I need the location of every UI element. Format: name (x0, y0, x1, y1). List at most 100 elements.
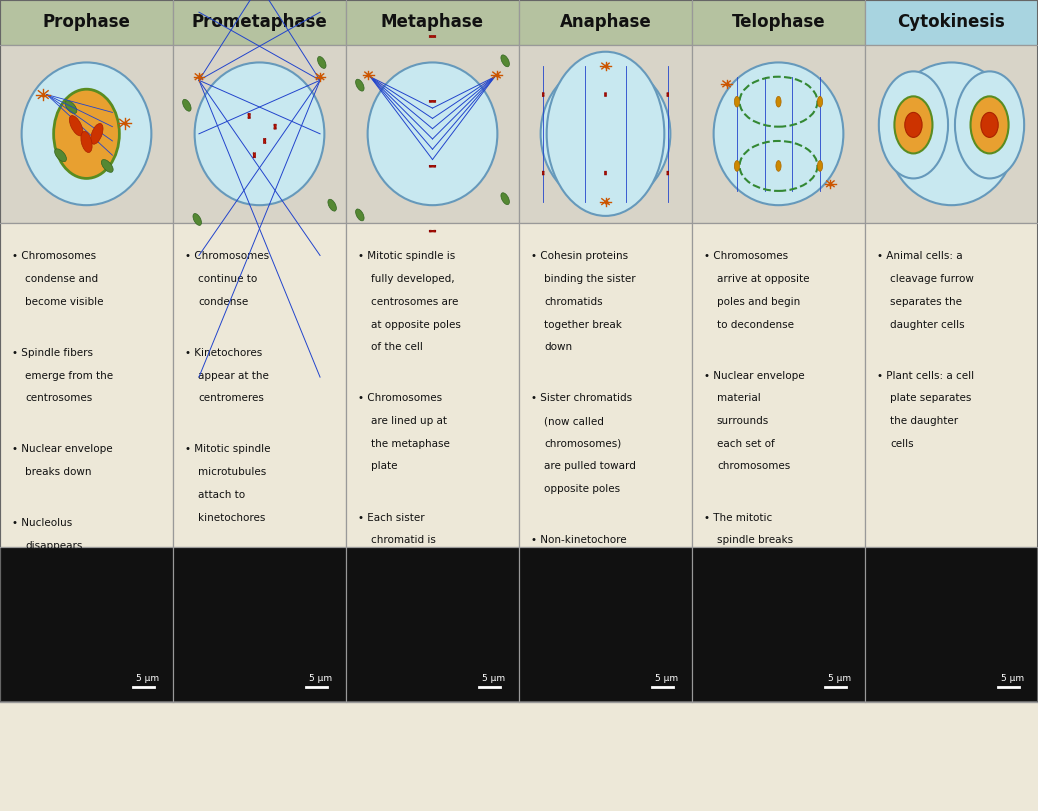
Ellipse shape (886, 62, 1016, 205)
Ellipse shape (604, 171, 606, 175)
Text: poles and begin: poles and begin (717, 297, 800, 307)
Ellipse shape (501, 55, 510, 67)
Ellipse shape (274, 124, 276, 129)
Text: opposite poles: opposite poles (544, 484, 620, 494)
Ellipse shape (604, 92, 606, 97)
Text: chromosomes: chromosomes (717, 461, 790, 471)
Bar (0, 223, 173, 547)
Ellipse shape (70, 115, 83, 136)
Text: • Plant cells: a cell: • Plant cells: a cell (877, 371, 975, 380)
Text: 5 μm: 5 μm (482, 674, 506, 683)
Text: separates the: separates the (890, 297, 962, 307)
Ellipse shape (54, 89, 119, 178)
Text: microtubules: microtubules (198, 467, 266, 477)
Ellipse shape (714, 62, 843, 205)
Text: plate separates: plate separates (890, 393, 972, 403)
Ellipse shape (666, 92, 668, 97)
Text: surrounds: surrounds (717, 416, 769, 426)
Ellipse shape (735, 161, 739, 171)
Ellipse shape (264, 139, 266, 144)
Ellipse shape (666, 171, 668, 175)
Ellipse shape (248, 114, 250, 118)
Text: • Mitotic spindle: • Mitotic spindle (186, 444, 271, 454)
Text: centrosomes are: centrosomes are (371, 297, 459, 307)
Ellipse shape (542, 92, 544, 97)
Bar (346, 45, 519, 223)
Bar (173, 547, 346, 702)
Ellipse shape (818, 161, 822, 171)
Bar (692, 45, 865, 223)
Text: become visible: become visible (25, 297, 104, 307)
Text: • Nuclear envelope: • Nuclear envelope (705, 371, 805, 380)
Text: daughter cells: daughter cells (890, 320, 964, 329)
Text: • Chromosomes: • Chromosomes (186, 251, 270, 261)
Text: chromatid is: chromatid is (371, 535, 436, 545)
Text: centromeres: centromeres (198, 393, 264, 403)
Ellipse shape (666, 171, 668, 175)
Text: 5 μm: 5 μm (828, 674, 851, 683)
Ellipse shape (429, 165, 436, 167)
Ellipse shape (879, 71, 948, 178)
Text: • Chromosomes: • Chromosomes (358, 393, 442, 403)
Text: are pulled toward: are pulled toward (544, 461, 636, 471)
Bar (692, 0, 865, 45)
Ellipse shape (367, 62, 497, 205)
Text: • Nucleolus: • Nucleolus (12, 518, 73, 528)
Ellipse shape (604, 92, 606, 97)
Ellipse shape (971, 97, 1009, 153)
Text: at opposite poles: at opposite poles (371, 320, 461, 329)
Text: • Chromosomes: • Chromosomes (705, 251, 789, 261)
Text: arrive at opposite: arrive at opposite (717, 274, 810, 284)
Text: Telophase: Telophase (732, 13, 825, 32)
Text: material: material (717, 393, 761, 403)
Ellipse shape (55, 148, 66, 161)
Text: • Spindle fibers: • Spindle fibers (12, 348, 93, 358)
Text: Prometaphase: Prometaphase (192, 13, 327, 32)
Ellipse shape (905, 113, 922, 137)
Text: 5 μm: 5 μm (136, 674, 159, 683)
Bar (346, 547, 519, 702)
Bar (865, 547, 1038, 702)
Ellipse shape (90, 123, 103, 144)
Ellipse shape (541, 62, 671, 205)
Text: 5 μm: 5 μm (309, 674, 332, 683)
Bar (346, 223, 519, 547)
Ellipse shape (775, 97, 782, 107)
Ellipse shape (955, 71, 1025, 178)
Text: • Kinetochores: • Kinetochores (186, 348, 263, 358)
Text: Metaphase: Metaphase (381, 13, 484, 32)
Bar (346, 0, 519, 45)
Text: kinetochores: kinetochores (198, 513, 266, 522)
Text: binding the sister: binding the sister (544, 274, 635, 284)
Text: originating from: originating from (371, 603, 456, 613)
Ellipse shape (248, 114, 250, 118)
Bar (0, 45, 173, 223)
Text: continue to: continue to (198, 274, 257, 284)
Text: chromatids: chromatids (544, 297, 602, 307)
Text: down: down (544, 342, 572, 352)
Ellipse shape (195, 62, 324, 205)
Text: spindle breaks: spindle breaks (717, 535, 793, 545)
Text: the cell: the cell (544, 626, 582, 636)
Ellipse shape (542, 92, 544, 97)
Text: cells: cells (890, 439, 913, 448)
Text: • Each sister: • Each sister (358, 513, 426, 522)
Text: attached to a: attached to a (371, 558, 441, 568)
Ellipse shape (102, 160, 113, 173)
Text: Cytokinesis: Cytokinesis (898, 13, 1006, 32)
Text: • Nuclear envelope: • Nuclear envelope (12, 444, 113, 454)
Bar (0, 0, 1038, 702)
Ellipse shape (981, 113, 999, 137)
Ellipse shape (775, 161, 782, 171)
Text: the metaphase: the metaphase (371, 439, 449, 448)
Ellipse shape (264, 139, 266, 144)
Ellipse shape (328, 200, 336, 211)
Text: lengthen,: lengthen, (544, 581, 594, 590)
Ellipse shape (542, 171, 544, 175)
Ellipse shape (253, 152, 255, 158)
Text: spindle fiber: spindle fiber (371, 581, 436, 590)
Ellipse shape (81, 131, 92, 152)
Text: down: down (717, 558, 745, 568)
Ellipse shape (547, 52, 664, 216)
Ellipse shape (193, 213, 201, 225)
